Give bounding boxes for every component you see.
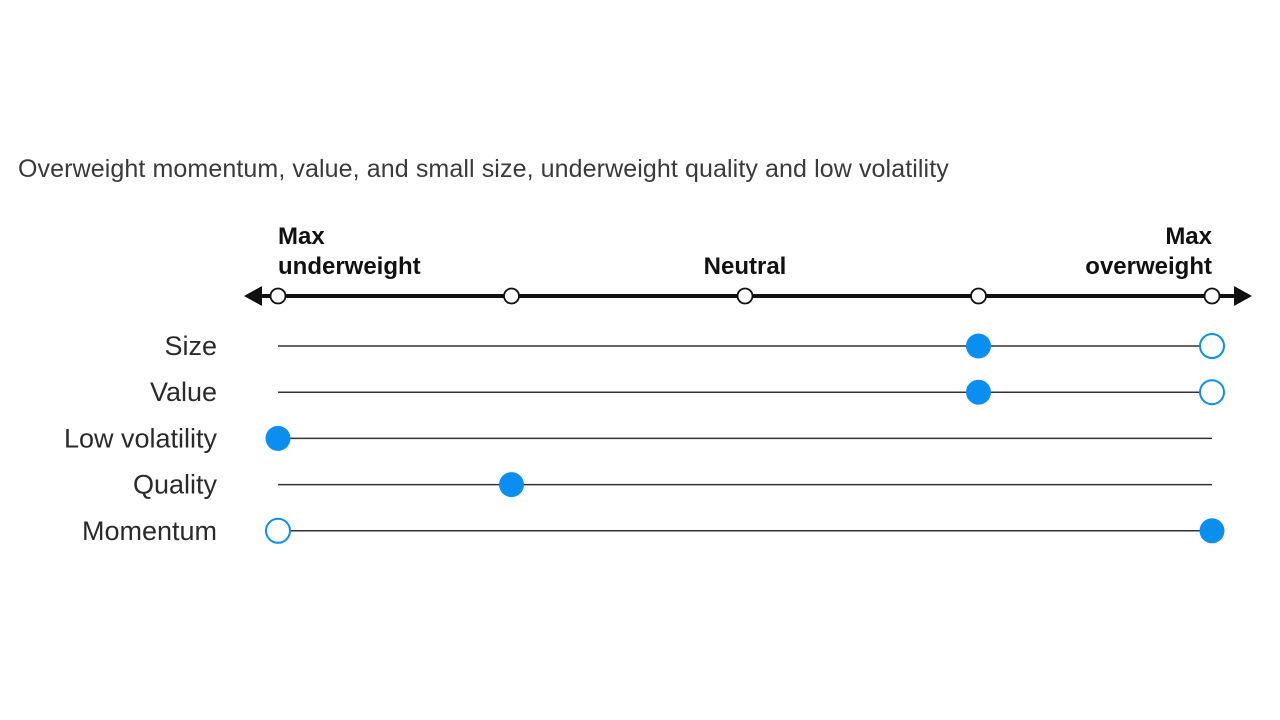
factor-row: Quality [133, 470, 1212, 500]
axis-label-0-line-1: underweight [278, 253, 421, 280]
axis-tick-1 [503, 287, 520, 305]
axis-tick-2 [736, 287, 754, 305]
factor-label: Low volatility [64, 423, 218, 453]
axis-tick-0 [269, 287, 287, 305]
current-position-marker [265, 425, 291, 451]
factor-row: Low volatility [64, 423, 1212, 453]
axis-tick-3 [970, 287, 987, 305]
previous-position-marker [265, 517, 291, 544]
current-position-marker [1199, 518, 1225, 544]
current-position-marker [499, 472, 524, 498]
left-arrow-icon [244, 286, 262, 306]
factor-label: Quality [133, 470, 218, 500]
chart-headline: Overweight momentum, value, and small si… [18, 155, 949, 183]
axis-label-2-line-1: overweight [1085, 253, 1212, 280]
axis-label-2-line-0: Max [1165, 223, 1212, 250]
axis-tick-4 [1203, 287, 1221, 305]
factor-label: Momentum [82, 516, 217, 546]
current-position-marker [966, 379, 991, 405]
axis-label-1-line-0: Neutral [704, 253, 787, 280]
previous-position-marker [1199, 379, 1225, 406]
factor-label: Size [164, 331, 217, 361]
right-arrow-icon [1234, 286, 1252, 306]
axis-label-0-line-0: Max [278, 223, 325, 250]
previous-position-marker [1199, 333, 1225, 359]
factor-label: Value [150, 377, 217, 407]
factor-row: Size [164, 331, 1225, 361]
factor-row: Value [150, 377, 1225, 407]
current-position-marker [966, 333, 991, 359]
scale-axis: Max underweight Neutral Max overweight [244, 223, 1252, 306]
factor-row: Momentum [82, 516, 1225, 546]
factor-rows: Size Value Low volatility Quality Momentum [64, 331, 1225, 546]
